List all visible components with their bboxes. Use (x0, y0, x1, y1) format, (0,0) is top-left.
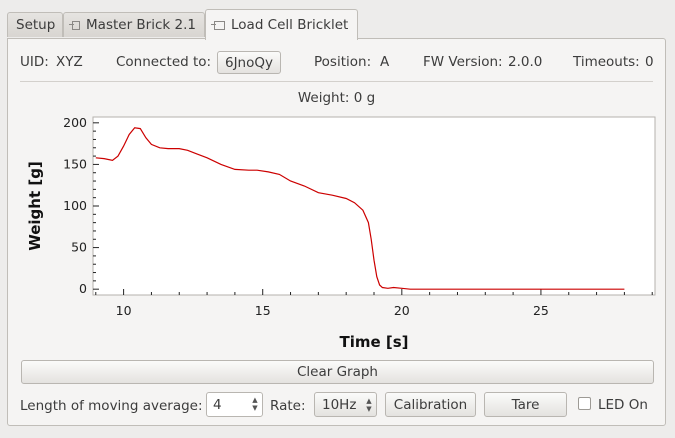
fw-version-label: FW Version: (423, 54, 503, 70)
y-axis-label: Weight [g] (26, 161, 44, 251)
weight-series-line (95, 127, 625, 290)
position-label: Position: (314, 54, 372, 70)
tab-setup-label: Setup (16, 17, 56, 33)
plot-area (92, 116, 656, 296)
detach-icon (68, 20, 81, 30)
x-axis-label: Time [s] (339, 333, 408, 349)
tab-master-brick-label: Master Brick 2.1 (86, 17, 196, 33)
spin-arrows-icon[interactable]: ▲ ▼ (252, 396, 258, 412)
timeouts-value: 0 (645, 54, 654, 70)
tab-setup[interactable]: Setup (7, 12, 63, 37)
rate-select[interactable]: 10Hz ▲ ▼ (314, 392, 377, 417)
tab-master-brick[interactable]: Master Brick 2.1 (63, 12, 205, 37)
led-on-label: LED On (598, 397, 648, 413)
tab-load-cell-bricklet[interactable]: Load Cell Bricklet (205, 9, 358, 40)
x-tick-label: 20 (394, 303, 410, 318)
moving-average-value: 4 (213, 396, 222, 413)
uid-label: UID: (20, 54, 49, 70)
tare-button[interactable]: Tare (484, 392, 567, 417)
select-arrows-icon: ▲ ▼ (366, 397, 372, 413)
calibration-button[interactable]: Calibration (385, 392, 476, 417)
x-tick-label: 10 (116, 303, 132, 318)
weight-plot: 0 50 100 150 200 10 15 20 25 Time [s] Weight [g] (26, 115, 656, 349)
rate-value: 10Hz (322, 396, 357, 413)
x-tick-label: 25 (533, 303, 549, 318)
uid-value: XYZ (56, 54, 83, 70)
tab-load-cell-label: Load Cell Bricklet (231, 17, 349, 33)
y-tick-label: 0 (79, 281, 87, 296)
y-tick-label: 150 (63, 156, 87, 171)
detach-icon (211, 20, 225, 30)
info-bar: UID: XYZ Connected to: 6JnoQy Position: … (8, 51, 665, 75)
bricklet-panel: UID: XYZ Connected to: 6JnoQy Position: … (7, 38, 666, 426)
rate-label: Rate: (270, 398, 306, 414)
timeouts-label: Timeouts: (573, 54, 640, 70)
plot-axes: 0 50 100 150 200 10 15 20 25 (63, 115, 653, 318)
separator (20, 81, 653, 82)
y-tick-label: 100 (63, 198, 87, 213)
y-tick-label: 50 (71, 240, 87, 255)
plot-title: Weight: 0 g (297, 90, 376, 106)
connected-uid-button[interactable]: 6JnoQy (217, 51, 281, 74)
y-tick-label: 200 (63, 115, 87, 130)
moving-average-label: Length of moving average: (20, 398, 203, 414)
clear-graph-button[interactable]: Clear Graph (21, 360, 654, 384)
moving-average-spinbox[interactable]: 4 ▲ ▼ (206, 392, 263, 417)
x-tick-label: 15 (255, 303, 271, 318)
fw-version-value: 2.0.0 (508, 54, 543, 70)
position-value: A (380, 54, 390, 70)
led-on-checkbox[interactable] (578, 397, 591, 410)
connected-label: Connected to: (116, 54, 212, 70)
